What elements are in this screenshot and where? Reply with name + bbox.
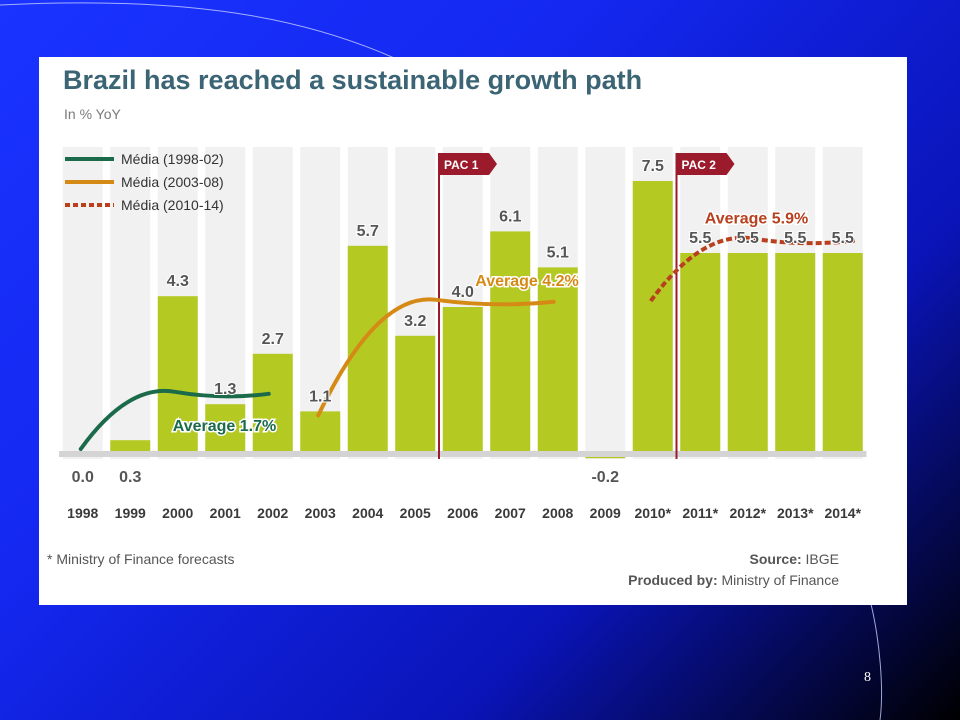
column-band xyxy=(110,147,151,459)
legend-label-2: Média (2003-08) xyxy=(121,174,224,190)
pac-markers: PAC 1 PAC 2 xyxy=(438,153,735,459)
bar-2014* xyxy=(822,253,863,451)
bar-2000 xyxy=(157,296,198,451)
pac-label-2: PAC 2 xyxy=(682,158,717,172)
value-label-2003: 1.1 xyxy=(309,388,331,405)
x-axis-labels: 1998 1999 2000 2001 2002 2003 2004 2005 2006 2007… xyxy=(67,505,861,521)
value-labels: 0.0 0.3 4.3 1.3 2.7 1.1 5.7 3.2 4.0 6.1 5.1 -0.2 7.5… xyxy=(71,157,855,487)
x-label-2005: 2005 xyxy=(400,505,431,521)
bar-2010* xyxy=(632,181,673,451)
bar-2008 xyxy=(537,267,578,451)
pac-flag-2 xyxy=(676,153,735,175)
x-label-2009: 2009 xyxy=(590,505,621,521)
pac-label-1: PAC 1 xyxy=(444,158,479,172)
bar-2001 xyxy=(205,404,246,451)
value-label-2011*: 5.5 xyxy=(689,230,711,247)
x-label-2011*: 2011* xyxy=(682,505,718,521)
page-number: 8 xyxy=(864,670,871,685)
column-band xyxy=(62,147,103,459)
bar-2011* xyxy=(680,253,721,451)
source-label: Source: xyxy=(749,551,802,567)
x-label-2012*: 2012* xyxy=(729,505,766,521)
x-label-1999: 1999 xyxy=(115,505,146,521)
x-label-2013*: 2013* xyxy=(777,505,814,521)
bar-2004 xyxy=(347,245,388,451)
value-label-2013*: 5.5 xyxy=(784,230,806,247)
produced-by-line: Produced by: Ministry of Finance xyxy=(628,572,839,588)
x-label-2006: 2006 xyxy=(447,505,478,521)
column-band xyxy=(585,147,626,459)
bars xyxy=(62,181,863,459)
average-curves: Average 1.7% Average 4.2% Average 5.9% xyxy=(78,209,855,451)
bar-2006 xyxy=(442,307,483,451)
x-label-2001: 2001 xyxy=(210,505,241,521)
value-label-2001: 1.3 xyxy=(214,381,236,398)
average-curve-2 xyxy=(316,297,556,418)
bar-2007 xyxy=(490,231,531,451)
x-label-2004: 2004 xyxy=(352,505,383,521)
value-label-2005: 3.2 xyxy=(404,313,426,330)
average-curve-1 xyxy=(78,388,271,451)
x-label-1998: 1998 xyxy=(67,505,98,521)
x-label-2014*: 2014* xyxy=(824,505,861,521)
average-label-2: Average 4.2% xyxy=(475,273,578,290)
baseline xyxy=(59,451,867,457)
bar-2013* xyxy=(775,253,816,451)
bar-2012* xyxy=(727,253,768,451)
baseline-axis xyxy=(59,451,867,457)
produced-value: Ministry of Finance xyxy=(721,572,839,588)
value-label-2006: 4.0 xyxy=(452,284,474,301)
growth-chart: PAC 1 PAC 2 Average 1.7%Average 4.2%Avera… xyxy=(59,147,867,521)
x-label-2010*: 2010* xyxy=(634,505,671,521)
average-label-3: Average 5.9% xyxy=(705,211,808,228)
chart-panel: PAC 1 PAC 2 Average 1.7% Average 4.2% Avera… xyxy=(39,57,907,605)
bar-2005 xyxy=(395,335,436,451)
source-line: Source: IBGE xyxy=(750,551,839,567)
value-label-2012*: 5.5 xyxy=(737,230,759,247)
value-label-2008: 5.1 xyxy=(547,244,569,261)
value-label-2000: 4.3 xyxy=(167,273,189,290)
bar-2002 xyxy=(252,353,293,451)
value-label-2002: 2.7 xyxy=(262,331,284,348)
value-label-1998: 0.0 xyxy=(72,469,94,486)
value-label-2009: -0.2 xyxy=(591,469,619,486)
bar-2003 xyxy=(300,411,341,451)
average-label-1: Average 1.7% xyxy=(173,418,276,435)
pac-flag-1 xyxy=(439,153,497,175)
x-label-2002: 2002 xyxy=(257,505,288,521)
produced-label: Produced by: xyxy=(628,572,718,588)
value-label-2004: 5.7 xyxy=(357,223,379,240)
source-value: IBGE xyxy=(805,551,839,567)
forecast-footnote: * Ministry of Finance forecasts xyxy=(47,551,235,567)
legend-label-1: Média (1998-02) xyxy=(121,151,224,167)
legend-label-3: Média (2010-14) xyxy=(121,197,224,213)
chart-title: Brazil has reached a sustainable growth … xyxy=(63,65,643,95)
x-label-2007: 2007 xyxy=(495,505,526,521)
x-label-2008: 2008 xyxy=(542,505,573,521)
bar-1999 xyxy=(110,440,151,451)
average-curve-3 xyxy=(649,235,855,303)
value-label-2014*: 5.5 xyxy=(832,230,854,247)
chart-subtitle: In % YoY xyxy=(64,106,121,122)
value-label-2010*: 7.5 xyxy=(642,158,664,175)
x-label-2003: 2003 xyxy=(305,505,336,521)
value-label-2007: 6.1 xyxy=(499,208,521,225)
x-label-2000: 2000 xyxy=(162,505,193,521)
legend: Média (1998-02) Média (2003-08) Média (201… xyxy=(65,151,224,213)
value-label-1999: 0.3 xyxy=(119,469,141,486)
